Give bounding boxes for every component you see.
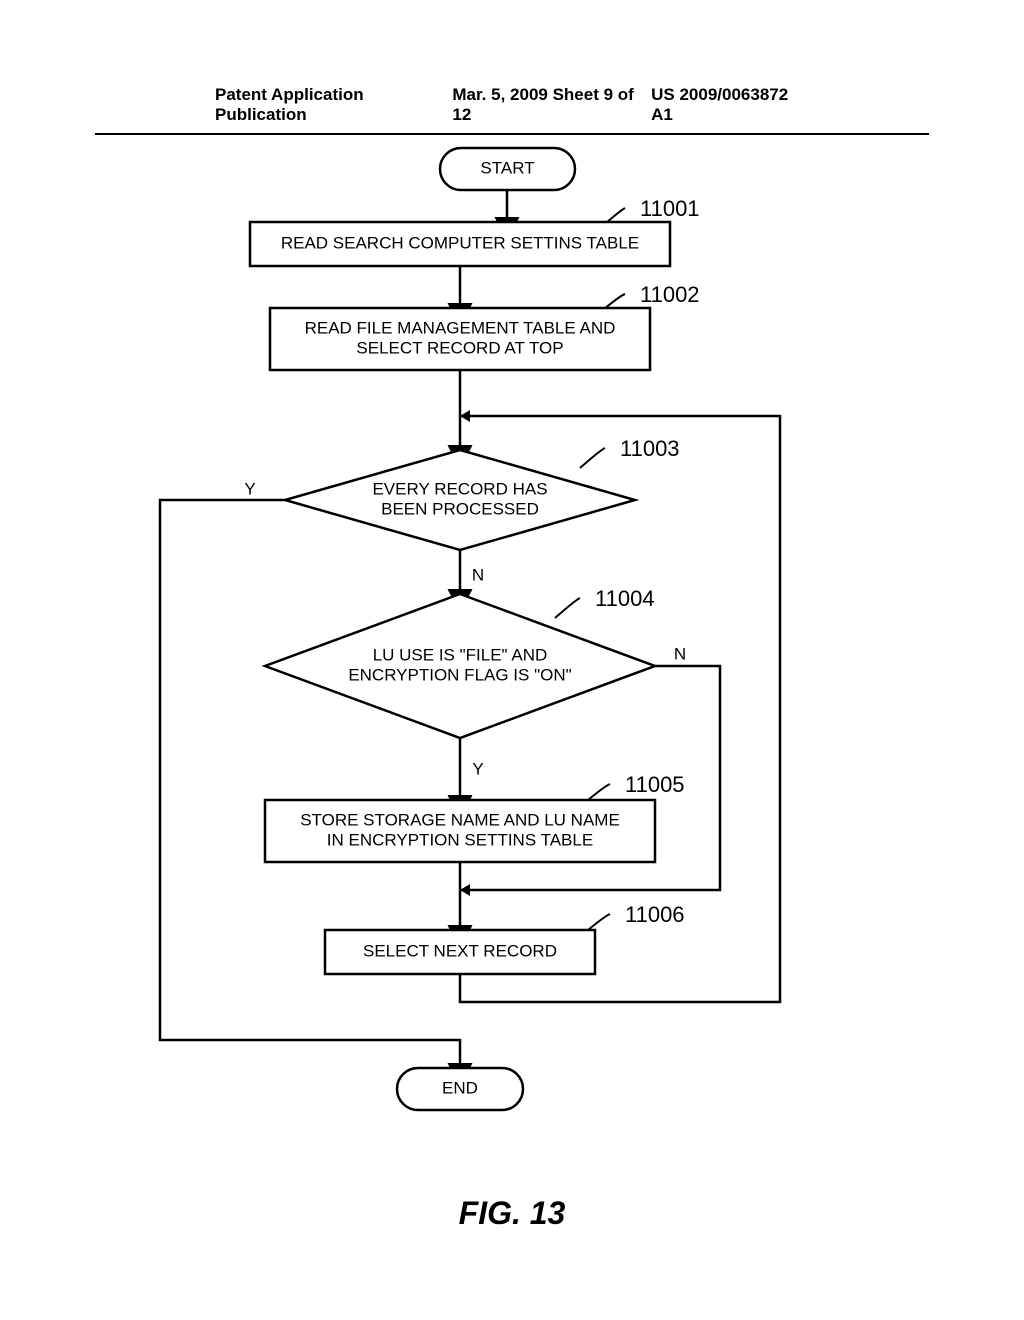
svg-text:11002: 11002 (640, 282, 700, 307)
svg-text:READ SEARCH COMPUTER SETTINS T: READ SEARCH COMPUTER SETTINS TABLE (281, 233, 639, 252)
svg-text:11001: 11001 (640, 196, 700, 221)
svg-text:ENCRYPTION FLAG IS "ON": ENCRYPTION FLAG IS "ON" (348, 665, 571, 684)
svg-text:SELECT NEXT RECORD: SELECT NEXT RECORD (363, 941, 557, 960)
svg-text:EVERY RECORD HAS: EVERY RECORD HAS (372, 480, 547, 499)
svg-text:11004: 11004 (595, 586, 655, 611)
svg-text:START: START (480, 158, 534, 177)
svg-text:STORE STORAGE NAME AND LU NAME: STORE STORAGE NAME AND LU NAME (300, 811, 620, 830)
figure-label: FIG. 13 (0, 1195, 1024, 1232)
svg-text:BEEN PROCESSED: BEEN PROCESSED (381, 499, 539, 518)
svg-text:Y: Y (244, 479, 255, 498)
flowchart: N Y Y N START READ SEARCH COMPUTER SETTINS TA… (0, 0, 1024, 1320)
svg-text:N: N (472, 565, 484, 584)
svg-text:11006: 11006 (625, 902, 685, 927)
svg-text:11005: 11005 (625, 772, 685, 797)
svg-text:Y: Y (472, 759, 483, 778)
svg-text:LU USE IS "FILE" AND: LU USE IS "FILE" AND (373, 646, 548, 665)
svg-text:END: END (442, 1078, 478, 1097)
svg-text:N: N (674, 644, 686, 663)
svg-text:READ FILE MANAGEMENT TABLE AND: READ FILE MANAGEMENT TABLE AND (305, 319, 616, 338)
svg-text:11003: 11003 (620, 436, 680, 461)
svg-text:IN ENCRYPTION SETTINS TABLE: IN ENCRYPTION SETTINS TABLE (327, 830, 593, 849)
svg-text:SELECT RECORD AT TOP: SELECT RECORD AT TOP (356, 338, 563, 357)
